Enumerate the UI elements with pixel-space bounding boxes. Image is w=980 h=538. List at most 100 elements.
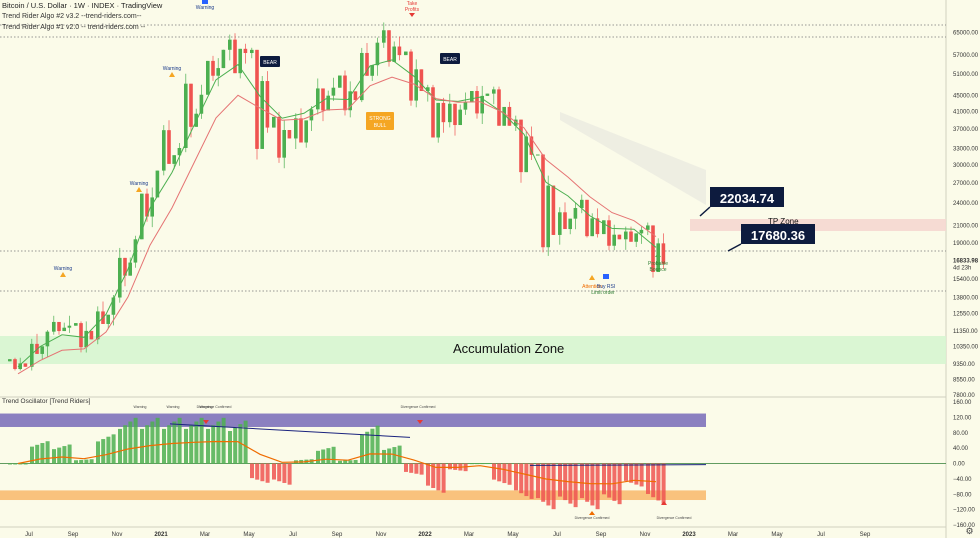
candle-body (89, 330, 94, 340)
osc-bar (651, 463, 656, 498)
osc-annotation-label: Divergence Confirmed (657, 516, 692, 520)
osc-bar (436, 463, 441, 491)
osc-bar (321, 449, 326, 464)
time-tick-label: Sep (332, 532, 343, 538)
oscillator-title[interactable]: Trend Oscillator [Trend Riders] (2, 398, 91, 405)
candle-body (612, 234, 616, 246)
osc-bar (629, 463, 634, 483)
osc-bar (211, 425, 216, 464)
candle-body (211, 60, 215, 76)
candle-body (524, 136, 528, 173)
osc-bar (250, 463, 254, 479)
osc-annotation-label: Divergence Confirmed (575, 516, 610, 520)
accumulation-zone-band (0, 336, 946, 364)
candle-body (551, 185, 556, 235)
osc-signal-line (17, 440, 657, 485)
candle-body (656, 243, 660, 273)
candle-body (585, 199, 589, 237)
osc-bar (133, 417, 138, 464)
warning-1-icon (169, 72, 175, 77)
candle-body (118, 257, 122, 298)
osc-bar (370, 428, 375, 464)
price-tick-label: 24000.00 (953, 201, 979, 207)
candle-body (646, 225, 650, 230)
candle-body (370, 65, 374, 76)
osc-bar (448, 463, 452, 470)
osc-tick-label: −120.00 (953, 508, 976, 514)
osc-bar (536, 463, 540, 499)
candle-body (558, 212, 562, 235)
osc-bar (52, 449, 56, 464)
osc-bar (524, 463, 529, 497)
osc-bar (189, 425, 194, 464)
candle-body (74, 323, 78, 326)
osc-bar (177, 417, 182, 464)
candle-body (79, 323, 83, 348)
price-callout-2-box (741, 224, 815, 244)
settings-gear-icon[interactable]: ⚙ (965, 526, 974, 536)
candle-body (480, 95, 484, 114)
divergence-line-bottom (529, 464, 707, 466)
candle-body (607, 220, 611, 246)
candle-body (529, 136, 534, 155)
candle-body (199, 94, 204, 114)
time-tick-label: Sep (860, 532, 871, 538)
osc-bar (568, 463, 573, 504)
candle-body (177, 147, 182, 156)
candle-body (502, 106, 506, 126)
candle-body (250, 49, 254, 54)
candle-body (255, 49, 259, 149)
price-callout-1-pointer (699, 206, 711, 217)
osc-bar (541, 463, 546, 502)
candle-body (62, 327, 66, 332)
candle-body (497, 89, 501, 126)
price-callout-2-pointer (727, 243, 742, 252)
osc-bar (123, 425, 128, 464)
osc-bar (639, 463, 644, 487)
price-tick-label: 10350.00 (953, 345, 979, 351)
indicator-legend-1[interactable]: Trend Rider Algo #2 v3.2 --trend-riders.… (2, 13, 142, 20)
osc-bar (612, 463, 617, 501)
time-tick-label: Mar (728, 532, 738, 538)
price-tick-label: 57000.00 (953, 53, 979, 59)
indicator-legend-2[interactable]: Trend Rider Algo #1 v2.0 -- trend-riders… (2, 24, 146, 31)
osc-bar (62, 446, 67, 464)
candle-body (299, 118, 303, 143)
bear-2-badge (440, 53, 460, 64)
candle-body (216, 68, 220, 76)
osc-bar (30, 446, 34, 464)
osc-bar (111, 434, 116, 464)
osc-tick-label: −160.00 (953, 523, 976, 529)
candle-body (436, 102, 440, 138)
candle-body (321, 88, 325, 111)
candle-body (595, 218, 600, 235)
candle-body (221, 49, 226, 69)
warning-1-label: Warning (163, 66, 182, 72)
time-tick-label: Sep (68, 532, 79, 538)
osc-bar (221, 417, 226, 464)
bear-1-label: BEAR (263, 60, 277, 66)
osc-bar (441, 463, 446, 493)
time-tick-label: Nov (640, 532, 651, 538)
candle-body (206, 60, 210, 95)
candle-body (541, 154, 545, 248)
price-tick-label: 51000.00 (953, 72, 979, 78)
buy-rsi-label: Buy RSI (597, 284, 615, 290)
osc-bar (365, 431, 370, 464)
accumulation-zone-label: Accumulation Zone (453, 341, 564, 356)
osc-bar (128, 421, 133, 464)
osc-tick-label: −40.00 (953, 477, 972, 483)
candle-body (338, 75, 342, 88)
osc-bar (89, 459, 94, 464)
candle-body (546, 185, 550, 248)
candle-body (233, 39, 237, 74)
osc-bar (79, 459, 84, 464)
osc-bar (84, 459, 89, 464)
osc-bar (558, 463, 562, 497)
candle-body (419, 69, 424, 92)
candle-body (360, 52, 364, 101)
candle-body (409, 51, 413, 101)
osc-bar (206, 428, 210, 464)
